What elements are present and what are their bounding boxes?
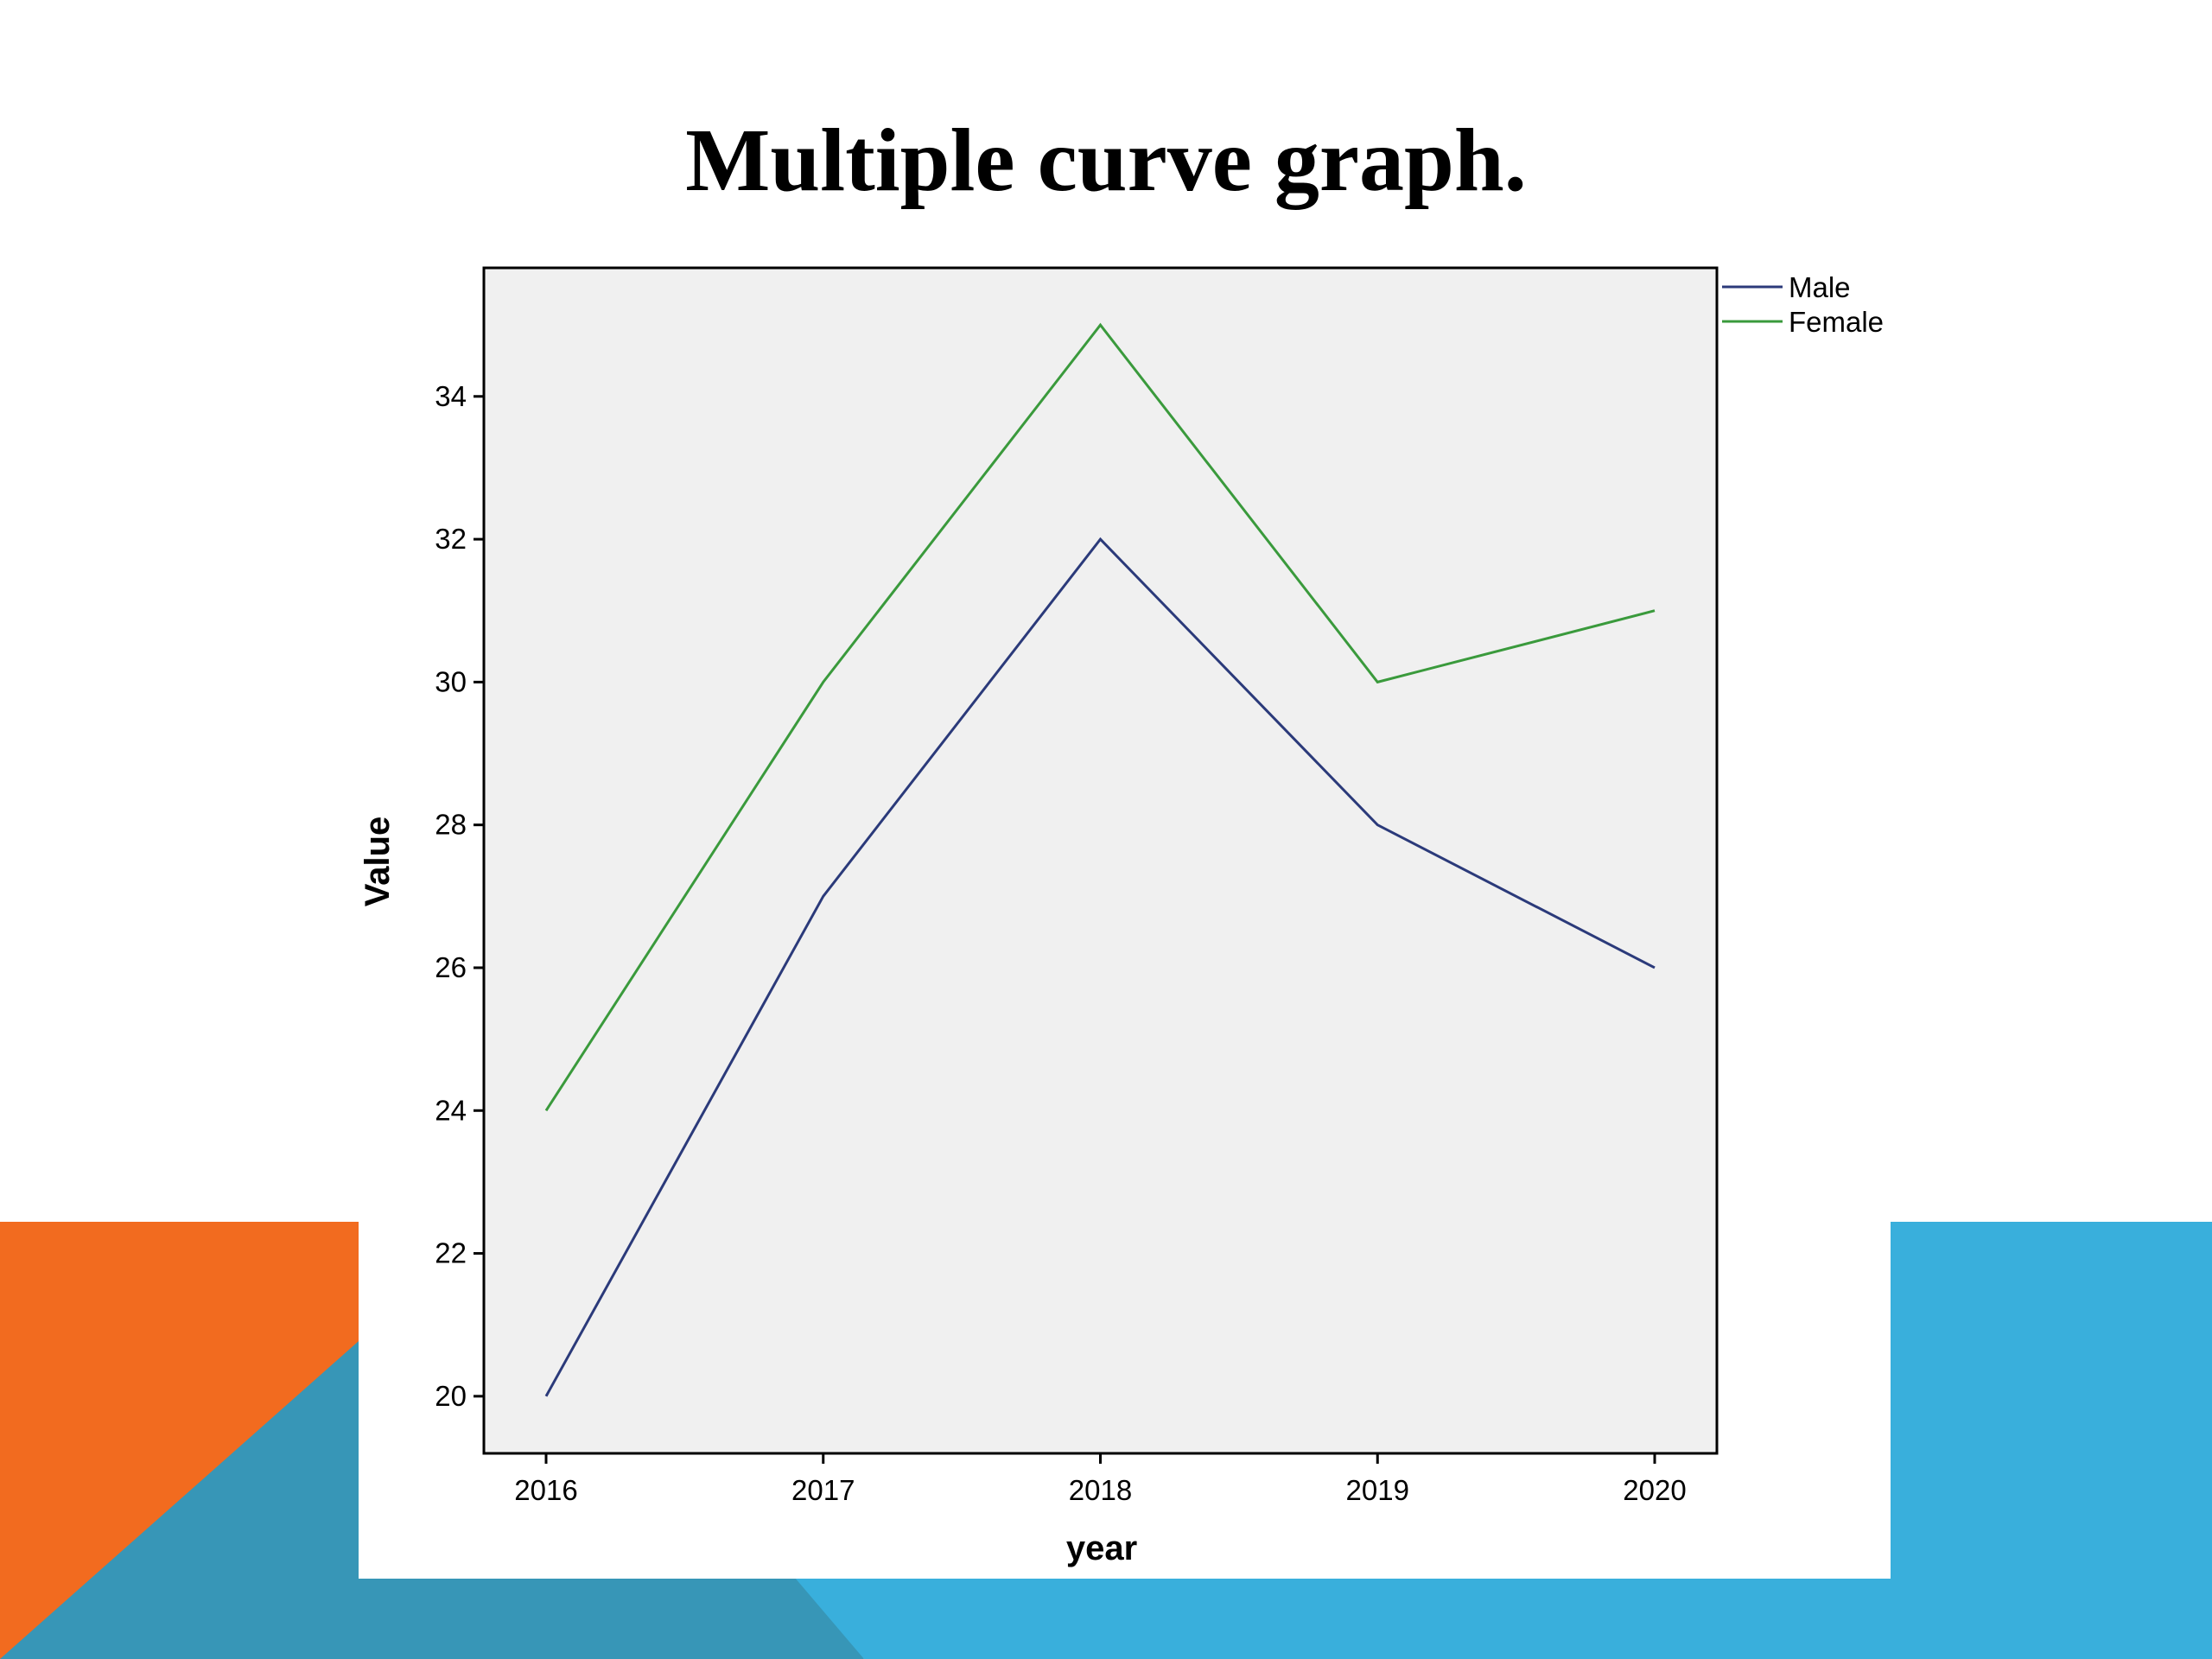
series-line-female [544,322,1656,1112]
x-axis: 2016 2017 2018 2019 2020 [514,1453,1687,1506]
y-tick-label: 22 [435,1237,467,1269]
sky-blue-right-block [1884,1222,2212,1659]
plot-area [482,266,1719,1455]
y-axis-label: Value [359,817,397,907]
page-title: Multiple curve graph. [685,111,1527,210]
y-tick-label: 28 [435,809,467,841]
sky-blue-band [795,1578,2212,1659]
y-tick-label: 32 [435,523,467,555]
y-tick-label: 34 [435,380,467,412]
y-tick-label: 26 [435,951,467,983]
x-tick-label: 2020 [1623,1474,1686,1506]
y-tick-label: 24 [435,1094,467,1126]
series-lines [544,322,1656,1397]
legend-label-male: Male [1789,271,1851,303]
x-axis-label: year [1066,1529,1137,1567]
legend-label-female: Female [1789,306,1884,338]
x-tick-label: 2016 [514,1474,577,1506]
y-tick-label: 20 [435,1380,467,1412]
x-tick-label: 2017 [791,1474,855,1506]
y-axis: 20 22 24 26 28 30 32 34 [435,380,484,1412]
x-tick-label: 2019 [1346,1474,1409,1506]
y-tick-label: 30 [435,665,467,697]
x-tick-label: 2018 [1069,1474,1132,1506]
line-chart: 20 22 24 26 28 30 32 34 2016 2017 2018 2019 2020 Ma… [359,266,1884,1567]
chart-panel: 20 22 24 26 28 30 32 34 2016 2017 2018 2019 2020 Ma… [359,251,1891,1579]
series-line-male [544,537,1656,1397]
